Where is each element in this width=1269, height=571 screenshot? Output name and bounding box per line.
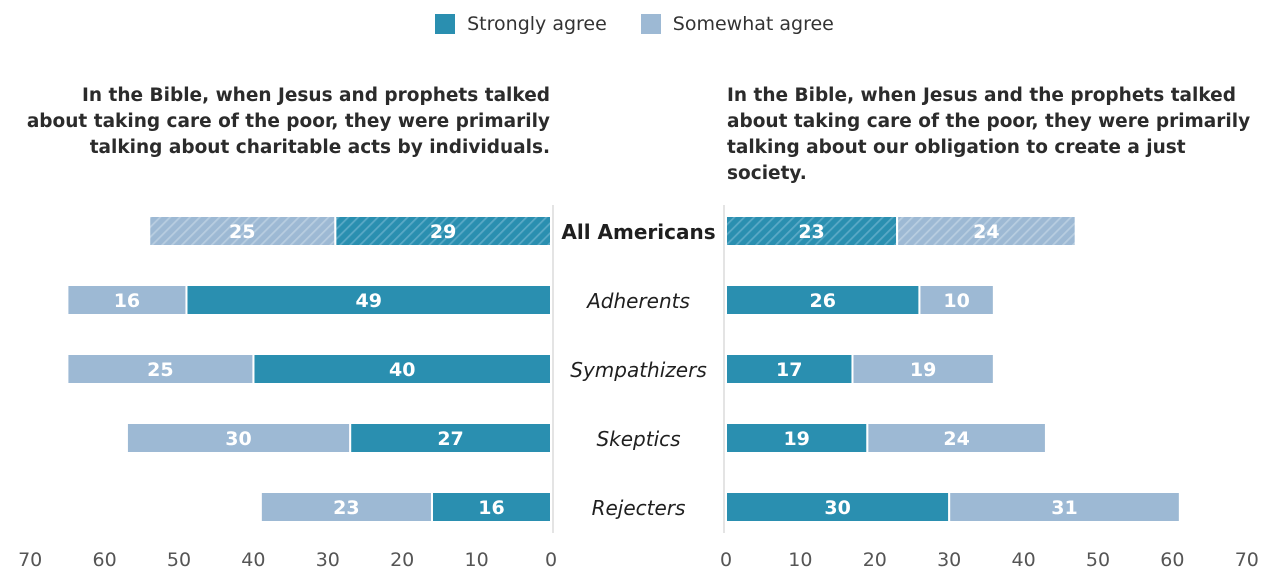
legend-swatch-somewhat-agree (640, 14, 661, 34)
bar-right-somewhat-rejecters (948, 491, 1181, 523)
left-title-line: talking about charitable acts by individ… (89, 137, 550, 158)
bar-value-label: 27 (437, 428, 463, 450)
x-tick-label-left: 60 (93, 549, 117, 571)
x-tick-label-right: 50 (1086, 549, 1110, 571)
x-tick-label-right: 60 (1160, 549, 1184, 571)
bar-value-label: 40 (389, 359, 415, 381)
x-tick-label-right: 20 (863, 549, 887, 571)
legend-label-somewhat-agree: Somewhat agree (672, 13, 834, 35)
right-title-line: about taking care of the poor, they were… (727, 111, 1251, 132)
bar-right-somewhat-skeptics (866, 422, 1047, 454)
category-label: All Americans (561, 220, 715, 244)
x-tick-label-left: 0 (545, 549, 557, 571)
bar-value-label: 29 (430, 221, 456, 243)
left-title-line: about taking care of the poor, they were… (26, 111, 550, 132)
legend: Strongly agree Somewhat agree (0, 8, 1269, 40)
x-tick-label-left: 20 (390, 549, 414, 571)
bar-left-somewhat-all-americans (148, 215, 337, 247)
left-title-line: In the Bible, when Jesus and prophets ta… (82, 85, 550, 106)
bar-value-label: 30 (225, 428, 251, 450)
bar-right-strongly-rejecters (725, 491, 951, 523)
bar-value-label: 25 (229, 221, 255, 243)
bar-right-somewhat-all-americans (896, 215, 1077, 247)
bar-value-label: 30 (824, 497, 850, 519)
bar-value-label: 23 (333, 497, 359, 519)
bar-value-label: 23 (798, 221, 824, 243)
bar-value-label: 24 (943, 428, 969, 450)
bar-left-somewhat-rejecters (259, 491, 433, 523)
bar-value-label: 26 (809, 290, 835, 312)
x-tick-label-right: 40 (1012, 549, 1036, 571)
bar-value-label: 17 (776, 359, 802, 381)
bar-right-strongly-skeptics (725, 422, 869, 454)
legend-item-strongly-agree: Strongly agree (435, 13, 607, 35)
bar-value-label: 16 (478, 497, 504, 519)
bar-value-label: 16 (114, 290, 140, 312)
bar-value-label: 24 (973, 221, 999, 243)
x-tick-label-right: 0 (720, 549, 732, 571)
category-label: Skeptics (596, 427, 680, 451)
bar-value-label: 19 (783, 428, 809, 450)
x-tick-label-right: 30 (937, 549, 961, 571)
bar-right-strongly-adherents (725, 284, 921, 316)
bar-value-label: 49 (355, 290, 381, 312)
bar-left-somewhat-adherents (66, 284, 188, 316)
right-panel-title: In the Bible, when Jesus and the prophet… (727, 83, 1267, 187)
bar-value-label: 19 (910, 359, 936, 381)
bar-right-somewhat-sympathizers (851, 353, 995, 385)
bar-left-strongly-all-americans (334, 215, 552, 247)
bar-left-strongly-adherents (185, 284, 552, 316)
right-title-line: talking about our obligation to create a… (727, 137, 1186, 184)
x-tick-label-left: 10 (465, 549, 489, 571)
x-tick-label-left: 70 (18, 549, 42, 571)
left-panel-title: In the Bible, when Jesus and prophets ta… (10, 83, 550, 161)
bar-right-strongly-all-americans (725, 215, 899, 247)
bar-left-somewhat-sympathizers (66, 353, 255, 385)
x-tick-label-left: 30 (316, 549, 340, 571)
x-tick-label-left: 40 (241, 549, 265, 571)
bar-value-label: 10 (943, 290, 969, 312)
bar-left-somewhat-skeptics (125, 422, 352, 454)
bar-right-somewhat-adherents (918, 284, 995, 316)
legend-item-somewhat-agree: Somewhat agree (640, 13, 834, 35)
category-label: Rejecters (592, 496, 686, 520)
x-tick-label-right: 70 (1235, 549, 1259, 571)
category-label: Sympathizers (570, 358, 706, 382)
legend-label-strongly-agree: Strongly agree (467, 13, 607, 35)
x-tick-label-left: 50 (167, 549, 191, 571)
x-tick-label-right: 10 (788, 549, 812, 571)
right-title-line: In the Bible, when Jesus and the prophet… (727, 85, 1236, 106)
legend-swatch-strongly-agree (435, 14, 456, 34)
bar-right-strongly-sympathizers (725, 353, 854, 385)
category-label: Adherents (585, 289, 690, 313)
bar-value-label: 31 (1051, 497, 1077, 519)
bar-value-label: 25 (147, 359, 173, 381)
